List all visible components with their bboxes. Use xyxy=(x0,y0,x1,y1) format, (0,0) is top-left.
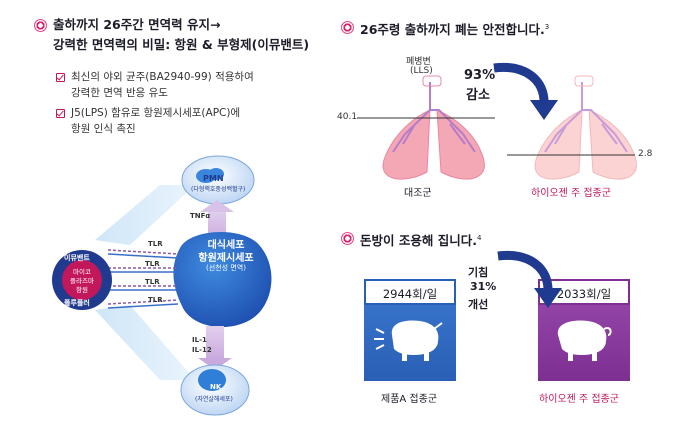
pmn-cell xyxy=(181,155,255,205)
control-cough-card: 2944회/일 xyxy=(364,279,456,381)
bullet-1-line1: 최신의 야외 균주(BA2940-99) 적용하여 xyxy=(71,71,254,83)
tlr-label-1: TLR xyxy=(148,240,163,248)
control-lung xyxy=(382,75,485,180)
pmn-label: PMN xyxy=(203,174,224,183)
tnf-label: TNFα xyxy=(190,212,211,220)
cough-caption-right: 하이오젠 주 접종군 xyxy=(539,394,619,405)
nk-sub-label: (자연살해세포) xyxy=(195,396,233,403)
macrophage-sub-label: (선천성 면역) xyxy=(206,264,246,272)
section-swirl-icon xyxy=(34,19,47,32)
cough-improve-line2: 31% xyxy=(470,280,497,293)
cough-caption-left: 제품A 접종군 xyxy=(381,394,438,405)
il-label-line2: IL-12 xyxy=(192,346,212,354)
nk-cell xyxy=(180,364,250,416)
section-swirl-icon xyxy=(341,232,354,245)
lesion-label-line2: (LLS) xyxy=(410,66,433,76)
reduction-word: 감소 xyxy=(466,88,490,103)
section-swirl-icon xyxy=(341,21,354,34)
il-label-line1: IL-1 xyxy=(192,336,207,344)
bullet-1-line2: 강력한 면역 반응 유도 xyxy=(71,87,168,99)
il-arrow xyxy=(198,326,232,370)
left-title-line2: 강력한 면역력의 비밀: 항원 & 부형제(이뮤밴트) xyxy=(53,37,310,52)
control-cough-value: 2944회/일 xyxy=(364,279,456,305)
antigen-mid-label-1: 마이코 xyxy=(73,268,91,276)
upper-pathway-fan xyxy=(95,185,195,245)
antigen-source xyxy=(52,250,112,310)
lung-caption-left: 대조군 xyxy=(404,188,432,199)
lesion-label-line1: 폐병변 xyxy=(406,57,431,67)
checkbox-icon xyxy=(56,73,65,82)
bullet-2-line2: 항원 인식 촉진 xyxy=(71,123,136,135)
antigen-bottom-label: 플루플러 xyxy=(64,299,90,307)
lung-value-left: 40.1 xyxy=(337,112,358,122)
cough-improve-line3: 개선 xyxy=(468,298,489,311)
pmn-sub-label: (다형핵호중성백혈구) xyxy=(191,186,246,193)
lung-value-right: 2.8 xyxy=(638,149,653,159)
tlr-label-3: TLR xyxy=(145,278,160,286)
tlr-label-4: TLR xyxy=(148,296,163,304)
lung-caption-right: 하이오젠 주 접종군 xyxy=(531,188,611,199)
pig-icon xyxy=(557,320,612,361)
tlr-label-2: TLR xyxy=(145,260,160,268)
antigen-mid-label-3: 항원 xyxy=(76,286,88,294)
cough-title: 돈방이 조용해 집니다.4 xyxy=(360,233,482,249)
macrophage-cell xyxy=(173,231,272,328)
curved-arrow-icon xyxy=(497,250,562,308)
cough-improve-line1: 기침 xyxy=(468,266,489,279)
bullet-2-line1: J5(LPS) 함유로 항원제시세포(APC)에 xyxy=(71,107,241,119)
lower-pathway-fan xyxy=(95,305,195,380)
tlr-arrows xyxy=(107,249,179,309)
checkbox-icon xyxy=(56,109,65,118)
lung-title: 26주령 출하까지 폐는 안전합니다.3 xyxy=(360,22,550,38)
left-title-line1: 출하까지 26주간 면역력 유지→ xyxy=(53,17,221,32)
curved-arrow-icon xyxy=(493,62,558,120)
antigen-mid-label-2: 플라즈마 xyxy=(70,277,94,285)
pig-icon xyxy=(374,320,443,361)
antigen-top-label: 이뮤밴트 xyxy=(64,254,90,262)
lung-comparison-graphic xyxy=(357,75,637,180)
macrophage-label-line2: 항원제시세포 xyxy=(198,253,254,264)
immune-diagram xyxy=(52,155,272,416)
reduction-percent: 93% xyxy=(464,68,496,83)
treated-lung xyxy=(534,75,637,180)
nk-label: NK xyxy=(210,383,222,391)
macrophage-label-line1: 대식세포 xyxy=(207,240,245,251)
